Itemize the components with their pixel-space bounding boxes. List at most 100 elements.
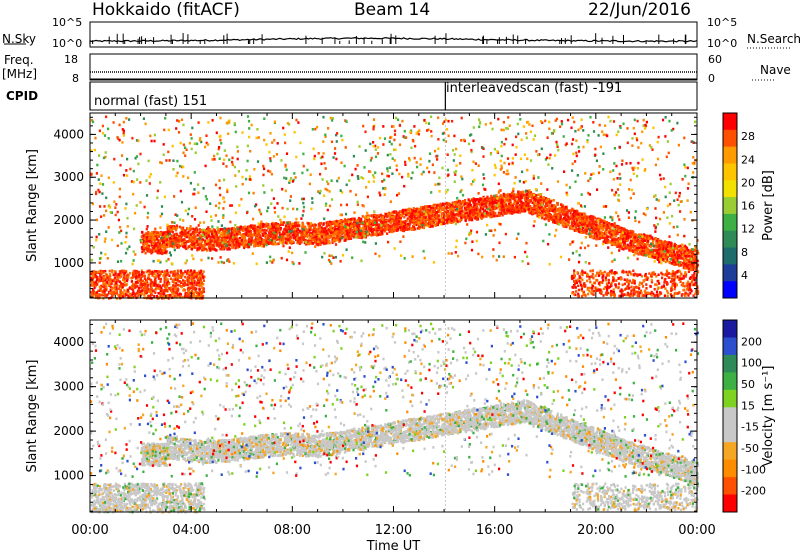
power-cell [194, 237, 197, 241]
power-cell [163, 239, 166, 242]
power-cell [165, 286, 168, 289]
power-cell [349, 237, 353, 240]
power-cell [435, 221, 438, 224]
power-cell [148, 294, 151, 298]
power-cell [594, 221, 597, 224]
power-cell [112, 290, 115, 294]
power-cell [172, 286, 175, 289]
power-cell [108, 276, 111, 280]
power-cell [584, 225, 587, 228]
power-cell [156, 272, 159, 276]
power-cell [148, 234, 152, 238]
power-cell [432, 206, 435, 210]
power-cell [381, 232, 384, 236]
power-cell [576, 210, 579, 213]
power-cell [239, 241, 242, 244]
power-cell [130, 280, 133, 283]
power-cell [537, 212, 540, 216]
power-cell [693, 253, 696, 257]
power-cell [572, 208, 575, 212]
power-cell [356, 220, 359, 223]
power-cell [126, 278, 129, 281]
power-cell [167, 281, 170, 284]
power-cell [634, 240, 637, 243]
power-cell [625, 238, 629, 242]
power-cell [482, 205, 485, 209]
power-cell [349, 234, 352, 237]
power-cell [383, 229, 386, 233]
power-cell [669, 247, 672, 251]
power-cell [621, 233, 624, 236]
power-cell [125, 293, 128, 296]
power-cell [459, 207, 462, 211]
power-cell [568, 209, 571, 212]
power-cell [510, 207, 513, 211]
power-cell [470, 209, 473, 212]
power-cell [510, 194, 513, 198]
power-cell [329, 233, 332, 237]
power-cell [642, 233, 646, 236]
power-cell [133, 283, 137, 287]
power-cell [532, 196, 536, 200]
power-cell [296, 238, 299, 241]
power-cell [165, 271, 168, 275]
power-cell [168, 282, 171, 286]
power-cell [104, 285, 107, 288]
power-cell [604, 241, 607, 244]
power-cell [162, 236, 165, 239]
power-cell [201, 247, 204, 250]
power-cell [262, 225, 265, 228]
power-cell [577, 230, 580, 233]
power-cell [306, 242, 310, 246]
power-cell [693, 265, 697, 268]
power-cell [673, 254, 676, 257]
power-cell [163, 272, 166, 275]
power-cell [638, 239, 641, 243]
power-cell [115, 292, 118, 295]
power-cell [445, 215, 449, 218]
power-cell [381, 214, 384, 218]
power-cell [603, 220, 606, 223]
power-cell [374, 216, 377, 219]
power-cell [178, 295, 182, 298]
power-cell [597, 232, 600, 235]
power-cell [114, 272, 117, 275]
power-cell [180, 228, 183, 232]
power-cell [592, 218, 595, 221]
power-cell [198, 231, 201, 235]
power-cell [646, 234, 649, 238]
power-cell [451, 221, 454, 224]
power-cell [406, 222, 410, 226]
power-cell [294, 233, 297, 236]
power-cell [100, 293, 103, 297]
power-cell [174, 282, 178, 285]
power-cell [514, 210, 517, 214]
power-cell [169, 271, 172, 274]
power-cell [122, 282, 125, 286]
power-cell [306, 235, 309, 239]
power-cell [548, 209, 551, 212]
power-cell [107, 278, 110, 281]
power-cell [137, 274, 141, 277]
power-cell [117, 293, 120, 297]
power-cell [338, 240, 341, 243]
power-cell [189, 269, 192, 272]
power-cell [497, 211, 500, 215]
power-cell [293, 223, 296, 227]
power-cell [248, 225, 251, 228]
power-cell [669, 254, 672, 257]
power-cell [118, 287, 121, 290]
power-cell [135, 284, 138, 287]
power-cell [695, 266, 698, 269]
power-cell [179, 293, 183, 296]
power-cell [585, 219, 588, 223]
power-cell [96, 283, 99, 286]
power-cell [585, 216, 588, 219]
power-cell [671, 252, 674, 256]
power-cell [594, 227, 598, 231]
power-cell [140, 269, 143, 272]
power-cell [270, 241, 273, 245]
power-cell [670, 257, 674, 260]
power-cell [159, 289, 162, 293]
power-cell [282, 221, 285, 224]
